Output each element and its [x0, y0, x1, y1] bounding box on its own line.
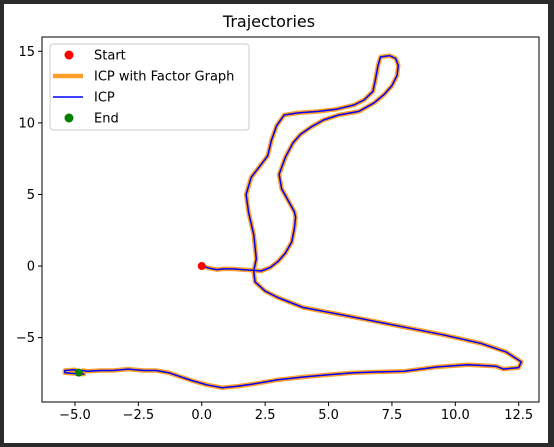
legend-marker: [64, 50, 74, 60]
legend-label: End: [94, 112, 119, 127]
series-icp-line: [64, 54, 523, 389]
x-tick-label: 12.5: [504, 408, 533, 423]
chart-title: Trajectories: [222, 12, 315, 31]
legend-label: Start: [94, 49, 126, 64]
legend: Start ICP with Factor Graph ICP End: [49, 43, 250, 131]
y-tick-label: 5: [27, 188, 35, 203]
start-marker: [197, 262, 206, 271]
series-layer: [62, 53, 524, 390]
chart-figure: Trajectories −5.0 −2.5 0.0 2.5 5.0 7.5 10.0 12.…: [4, 4, 548, 443]
axes-frame: [41, 36, 540, 403]
x-tick-label: 0.0: [191, 408, 212, 423]
plot-area-frame: [41, 36, 540, 403]
y-tick-label: 0: [27, 260, 35, 275]
x-tick-label: 2.5: [255, 408, 276, 423]
y-tick-label: 10: [18, 116, 35, 131]
y-tick-label: 15: [18, 45, 35, 60]
legend-box: [49, 43, 250, 131]
legend-marker: [64, 113, 74, 123]
x-axis-ticks: −5.0 −2.5 0.0 2.5 5.0 7.5 10.0 12.5: [59, 402, 533, 423]
x-tick-label: −5.0: [59, 408, 91, 423]
y-tick-label: −5: [16, 331, 35, 346]
end-marker: [74, 368, 83, 377]
trajectory-chart: Trajectories −5.0 −2.5 0.0 2.5 5.0 7.5 10.0 12.…: [16, 12, 540, 423]
legend-label: ICP with Factor Graph: [94, 70, 234, 85]
y-axis-ticks: 15 10 5 0 −5: [16, 45, 42, 346]
x-tick-label: 10.0: [441, 408, 470, 423]
x-tick-label: 5.0: [318, 408, 339, 423]
x-tick-label: −2.5: [123, 408, 155, 423]
x-tick-label: 7.5: [382, 408, 403, 423]
legend-label: ICP: [94, 91, 115, 106]
